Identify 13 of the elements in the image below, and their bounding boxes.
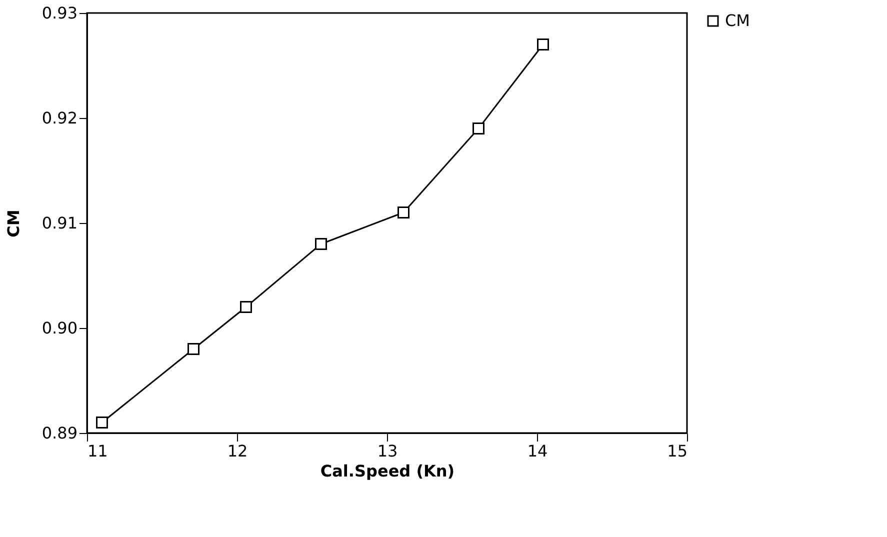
legend-label: CM: [725, 11, 750, 30]
y-tick-label: 0.90: [42, 318, 78, 338]
y-tick-label: 0.91: [42, 214, 78, 232]
y-tick-label: 0.93: [42, 4, 78, 22]
y-tick-label: 0.89: [42, 424, 78, 442]
x-tick-label: 13: [377, 442, 398, 460]
x-tick-label: 14: [527, 442, 548, 460]
x-tick-label: 15: [667, 442, 688, 460]
x-tick-label: 12: [227, 442, 248, 460]
y-axis-title: CM: [4, 210, 23, 238]
x-axis-title: Cal.Speed (Kn): [320, 462, 455, 480]
x-tick-label: 11: [88, 442, 108, 460]
y-tick-label: 0.92: [42, 108, 78, 128]
